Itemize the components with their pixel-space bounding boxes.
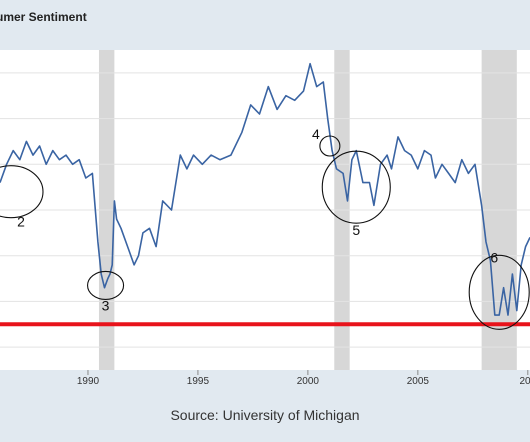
annotation-label-4: 4 [312,126,320,142]
x-tick-label: 201 [519,376,530,387]
x-tick-label: 2000 [297,376,320,387]
annotations: 2 3 4 5 6 [0,126,530,330]
annotation-circle-3 [87,270,125,300]
x-tick-label: 2005 [407,376,430,387]
x-tick-label: 1990 [77,376,100,387]
annotation-circle-6 [468,254,530,330]
series-line [0,62,530,316]
annotation-label-6: 6 [490,249,498,265]
annotation-label-5: 5 [352,222,360,238]
annotation-label-2: 2 [17,214,25,230]
annotation-label-3: 3 [102,297,110,313]
x-tick-label: 1995 [187,376,210,387]
annotation-circle-4 [319,135,341,157]
gridlines [0,72,530,348]
source-note: Source: University of Michigan [170,407,360,423]
annotation-circle-5 [321,150,391,224]
annotation-circle-2 [0,165,44,219]
chart-title: umer Sentiment [0,10,87,24]
x-axis-ticks: 1990 1995 2000 2005 201 [77,370,530,387]
